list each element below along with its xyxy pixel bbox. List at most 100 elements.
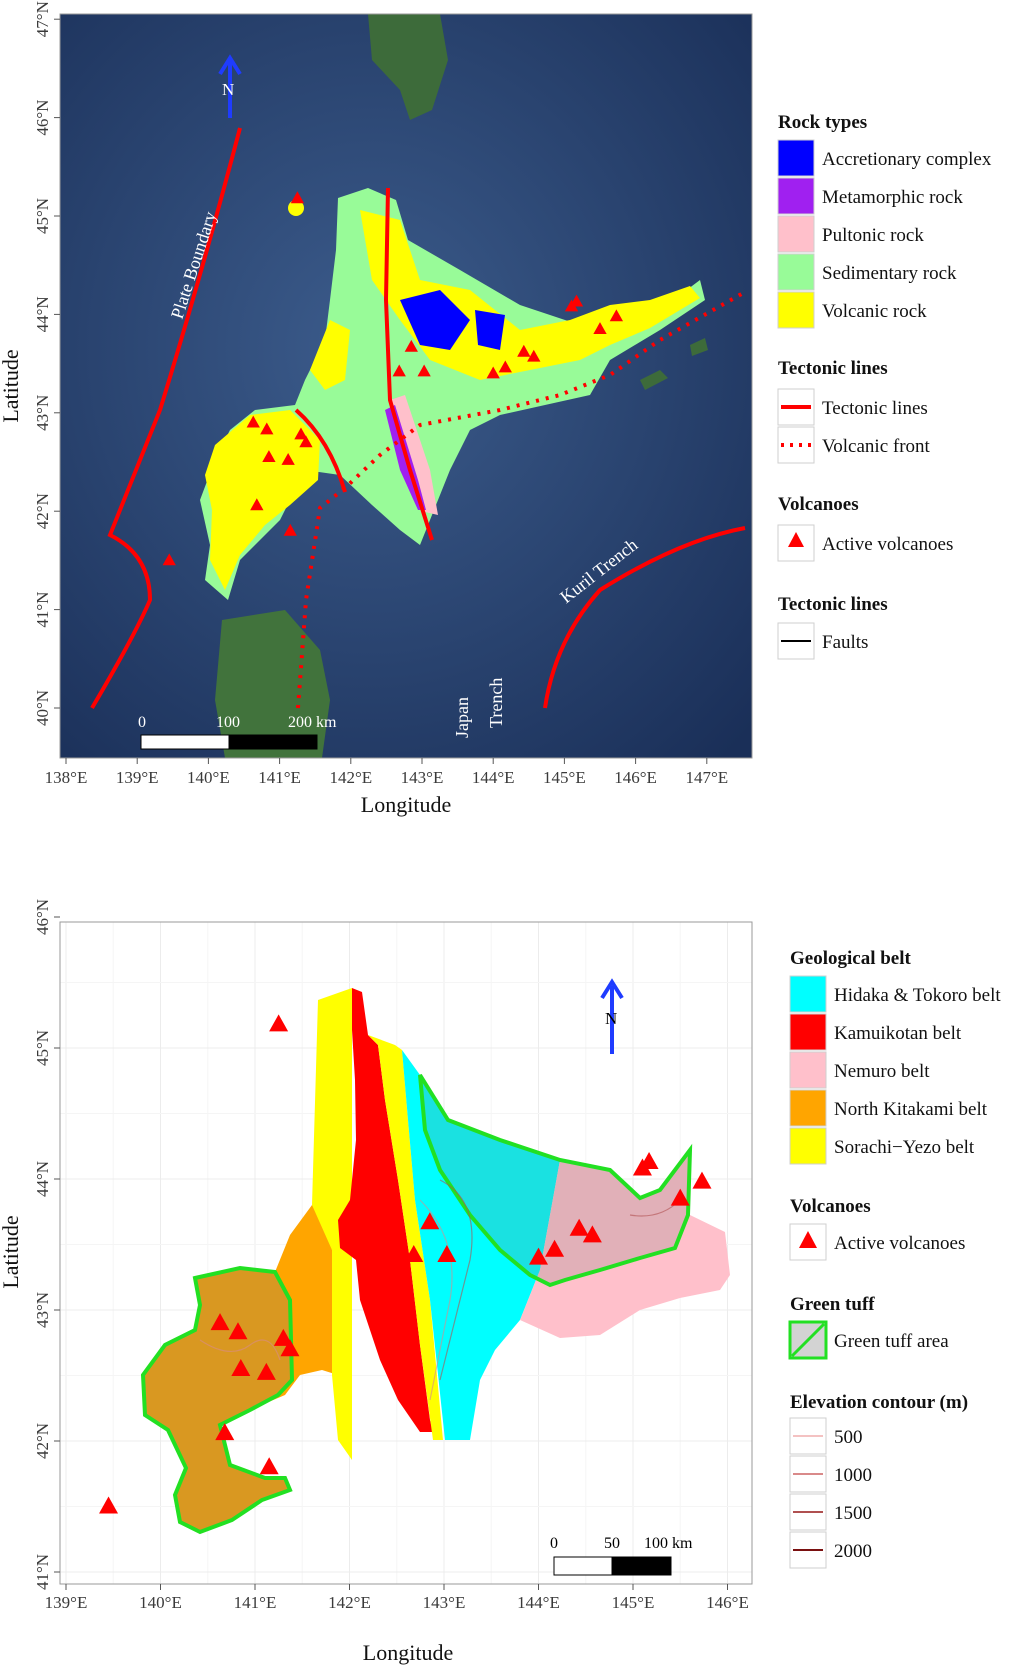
map2-y-tick-label: 42°N xyxy=(33,1423,52,1459)
map1-x-tick-label: 146°E xyxy=(614,768,657,787)
map2-volcano-marker xyxy=(269,1014,289,1032)
map2-elevation-contour xyxy=(439,1179,473,1381)
map1-plutonic-rock xyxy=(390,395,438,515)
map1-volcano-marker xyxy=(498,360,512,373)
map2-volcano-marker xyxy=(404,1244,424,1262)
map1-legend-swatch xyxy=(777,291,815,329)
map1-scale-label-200: 200 km xyxy=(288,714,337,731)
map2-y-axis: 41°N 42°N 43°N 44°N 45°N 46°N xyxy=(33,899,60,1590)
map2-kamuikotan-belt xyxy=(338,988,433,1432)
map2-x-tick-label: 143°E xyxy=(423,1593,466,1612)
map2-volcano-marker xyxy=(670,1188,690,1206)
map1-kuril-trench-line xyxy=(543,526,746,709)
map1-legend-swatch xyxy=(777,215,815,253)
map2-legend: Geological belt Hidaka & Tokoro belt Kamu… xyxy=(788,948,1001,1569)
map2-volcanoes xyxy=(99,1014,712,1514)
map1-volcanic-front-line xyxy=(296,290,746,709)
map2-volcano-marker xyxy=(545,1239,565,1257)
map1-frame xyxy=(59,13,753,759)
map2-legend-belt-label: North Kitakami belt xyxy=(834,1099,988,1120)
map2-volcano-marker xyxy=(210,1313,230,1331)
map2-legend-contour-label: 2000 xyxy=(834,1541,872,1562)
map2-x-axis-title: Longitude xyxy=(363,1640,453,1665)
map1-x-tick-label: 138°E xyxy=(45,768,88,787)
map2-volcano-marker xyxy=(99,1496,119,1514)
map1-legend-faults-title: Tectonic lines xyxy=(778,594,888,615)
map2-elevation-contour xyxy=(419,1199,453,1401)
map1-volcano-marker xyxy=(609,309,624,322)
map1-legend-rock-types-title: Rock types xyxy=(778,112,867,133)
map1-volcano-marker xyxy=(593,322,607,335)
map2-volcano-marker xyxy=(256,1362,276,1380)
map1-legend-faults-label: Faults xyxy=(822,632,868,653)
map2-x-tick-label: 142°E xyxy=(328,1593,371,1612)
map1-volcanic-rock-southwest xyxy=(205,410,320,590)
map2-volcano-marker xyxy=(437,1244,457,1262)
map2-x-tick-label: 145°E xyxy=(612,1593,655,1612)
map1-north-label: N xyxy=(222,80,234,99)
map1-plate-boundary-line xyxy=(90,127,242,710)
map1-legend-volcano-title: Volcanoes xyxy=(778,494,859,515)
map1-panel: Plate Boundary Kuril Trench Japan Trench… xyxy=(0,1,992,817)
map1-tectonic-line-ishikari xyxy=(294,408,347,493)
map1-x-tick-label: 142°E xyxy=(329,768,372,787)
map1-y-tick-label: 40°N xyxy=(33,690,52,726)
map1-japan-label: Japan xyxy=(452,697,472,738)
map2-volcano-marker xyxy=(273,1328,293,1346)
map1-accretionary-2 xyxy=(475,310,505,350)
map1-x-axis: 138°E 139°E 140°E 141°E 142°E 143°E 144°E 145°E… xyxy=(45,758,728,787)
map2-legend-belt-label: Sorachi−Yezo belt xyxy=(834,1137,975,1158)
map2-y-tick-label: 41°N xyxy=(33,1554,52,1590)
map2-volcano-marker xyxy=(228,1322,248,1340)
map1-legend-volcano-label: Active volcanoes xyxy=(822,534,953,555)
map1-legend-rock-label: Metamorphic rock xyxy=(822,187,963,208)
map1-volcano-marker xyxy=(162,553,176,566)
map2-north-arrow: N xyxy=(600,978,624,1054)
map1-x-tick-label: 143°E xyxy=(401,768,444,787)
map2-y-tick-label: 46°N xyxy=(33,899,52,935)
map1-volcano-marker xyxy=(262,450,276,462)
map1-volcanoes xyxy=(162,191,624,566)
map1-accretionary-1 xyxy=(400,290,470,350)
map1-volcano-marker xyxy=(404,339,418,352)
map2-legend-belt-title: Geological belt xyxy=(790,948,912,969)
map1-kuril-island xyxy=(690,338,708,356)
map1-x-tick-label: 139°E xyxy=(116,768,159,787)
map1-legend-volcanic-front-label: Volcanic front xyxy=(822,436,931,457)
map2-x-tick-label: 140°E xyxy=(139,1593,182,1612)
map2-y-tick-label: 43°N xyxy=(33,1292,52,1328)
map2-legend-belt-label: Kamuikotan belt xyxy=(834,1023,962,1044)
map2-legend-swatch xyxy=(789,1013,827,1051)
map2-y-tick-label: 44°N xyxy=(33,1161,52,1197)
map2-frame xyxy=(59,921,753,1585)
map2-volcano-marker xyxy=(639,1151,659,1169)
map2-legend-volcano-title: Volcanoes xyxy=(790,1196,871,1217)
map2-x-tick-label: 139°E xyxy=(45,1593,88,1612)
map1-y-tick-label: 47°N xyxy=(33,1,52,37)
map2-x-axis: 139°E 140°E 141°E 142°E 143°E 144°E 145°E 146°E xyxy=(45,1584,749,1612)
map1-volcano-marker xyxy=(527,349,541,362)
map2-scale-label-50: 50 xyxy=(604,1535,620,1552)
map2-legend-contour-label: 1000 xyxy=(834,1465,872,1486)
map1-volcano-marker xyxy=(281,453,295,465)
map1-volcano-marker xyxy=(246,415,260,428)
map1-legend-volcano-icon xyxy=(788,532,804,547)
map2-legend-swatch xyxy=(789,1051,827,1089)
map1-legend-swatch xyxy=(777,177,815,215)
map1-x-tick-label: 145°E xyxy=(543,768,586,787)
map2-volcano-marker xyxy=(529,1247,548,1265)
map2-y-tick-label: 45°N xyxy=(33,1030,52,1066)
map1-rishiri-island xyxy=(288,200,304,216)
map2-sorachi-yezo-east xyxy=(368,1035,443,1440)
map2-volcano-marker xyxy=(231,1358,251,1376)
map2-legend-swatch xyxy=(789,1089,827,1127)
map2-legend-swatch xyxy=(789,975,827,1013)
map1-legend-tectonic-title: Tectonic lines xyxy=(778,358,888,379)
map1-legend-swatch xyxy=(777,253,815,291)
map1-trench-label: Trench xyxy=(486,678,506,728)
map1-y-tick-label: 42°N xyxy=(33,493,52,529)
map1-volcano-marker xyxy=(486,366,500,379)
map1-x-tick-label: 140°E xyxy=(187,768,230,787)
map2-green-tuff-east xyxy=(418,1073,693,1288)
